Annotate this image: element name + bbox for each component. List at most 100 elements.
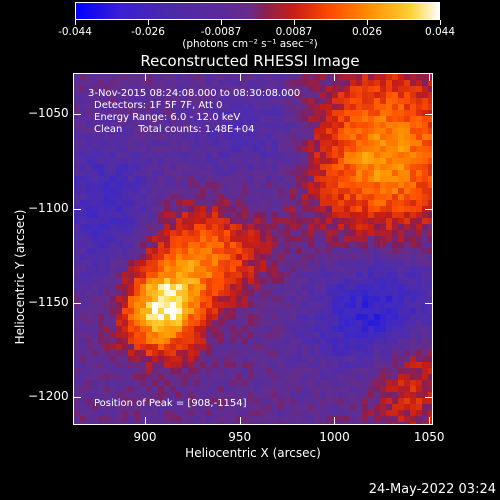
heatmap-cell (194, 272, 200, 278)
heatmap-cell (224, 158, 230, 164)
heatmap-cell (128, 308, 134, 314)
heatmap-cell (242, 128, 248, 134)
heatmap-cell (260, 176, 266, 182)
heatmap-cell (374, 236, 380, 242)
heatmap-cell (266, 296, 272, 302)
heatmap-cell (86, 86, 92, 92)
heatmap-cell (278, 410, 284, 416)
heatmap-cell (248, 356, 254, 362)
heatmap-cell (290, 128, 296, 134)
heatmap-cell (80, 260, 86, 266)
heatmap-cell (404, 134, 410, 140)
heatmap-cell (410, 260, 416, 266)
heatmap-cell (242, 152, 248, 158)
heatmap-cell (170, 302, 176, 308)
heatmap-cell (266, 380, 272, 386)
heatmap-cell (302, 122, 308, 128)
heatmap-cell (338, 284, 344, 290)
heatmap-cell (356, 212, 362, 218)
heatmap-cell (368, 224, 374, 230)
heatmap-cell (368, 98, 374, 104)
heatmap-cell (140, 248, 146, 254)
heatmap-cell (152, 374, 158, 380)
heatmap-cell (386, 416, 392, 422)
heatmap-cell (182, 380, 188, 386)
heatmap-cell (152, 104, 158, 110)
heatmap-cell (248, 410, 254, 416)
heatmap-cell (164, 338, 170, 344)
heatmap-cell (164, 290, 170, 296)
heatmap-cell (272, 224, 278, 230)
heatmap-cell (218, 194, 224, 200)
heatmap-cell (332, 206, 338, 212)
heatmap-cell (146, 242, 152, 248)
heatmap-cell (416, 314, 422, 320)
heatmap-cell (92, 224, 98, 230)
heatmap-cell (170, 422, 176, 424)
heatmap-cell (374, 254, 380, 260)
heatmap-cell (380, 338, 386, 344)
heatmap-cell (320, 116, 326, 122)
heatmap-cell (416, 392, 422, 398)
heatmap-cell (374, 176, 380, 182)
heatmap-cell (290, 344, 296, 350)
heatmap-cell (314, 398, 320, 404)
heatmap-cell (248, 278, 254, 284)
heatmap-cell (248, 332, 254, 338)
heatmap-cell (320, 374, 326, 380)
heatmap-cell (176, 266, 182, 272)
heatmap-cell (110, 194, 116, 200)
heatmap-cell (326, 254, 332, 260)
heatmap-cell (134, 104, 140, 110)
heatmap-cell (80, 266, 86, 272)
heatmap-cell (224, 152, 230, 158)
heatmap-cell (134, 230, 140, 236)
heatmap-cell (176, 314, 182, 320)
heatmap-cell (428, 158, 432, 164)
heatmap-cell (386, 224, 392, 230)
heatmap-cell (200, 422, 206, 424)
heatmap-cell (224, 362, 230, 368)
heatmap-cell (152, 122, 158, 128)
heatmap-cell (200, 410, 206, 416)
heatmap-cell (134, 350, 140, 356)
heatmap-cell (368, 404, 374, 410)
heatmap-cell (116, 272, 122, 278)
heatmap-cell (128, 194, 134, 200)
heatmap-cell (254, 182, 260, 188)
heatmap-cell (266, 410, 272, 416)
heatmap-cell (254, 122, 260, 128)
heatmap-cell (224, 230, 230, 236)
heatmap-cell (272, 164, 278, 170)
heatmap-cell (296, 314, 302, 320)
heatmap-cell (104, 422, 110, 424)
heatmap-cell (98, 320, 104, 326)
heatmap-cell (74, 380, 80, 386)
heatmap-cell (86, 296, 92, 302)
heatmap-cell (332, 248, 338, 254)
heatmap-cell (98, 242, 104, 248)
heatmap-cell (362, 122, 368, 128)
heatmap-cell (368, 104, 374, 110)
heatmap-cell (182, 80, 188, 86)
heatmap-cell (266, 176, 272, 182)
heatmap-cell (284, 218, 290, 224)
heatmap-cell (176, 86, 182, 92)
heatmap-cell (314, 278, 320, 284)
heatmap (74, 74, 432, 424)
heatmap-cell (272, 110, 278, 116)
heatmap-cell (164, 320, 170, 326)
heatmap-cell (344, 350, 350, 356)
heatmap-cell (290, 308, 296, 314)
heatmap-cell (320, 188, 326, 194)
heatmap-cell (356, 170, 362, 176)
heatmap-cell (110, 374, 116, 380)
heatmap-cell (404, 80, 410, 86)
heatmap-cell (92, 302, 98, 308)
heatmap-cell (338, 266, 344, 272)
heatmap-cell (146, 416, 152, 422)
heatmap-cell (272, 80, 278, 86)
heatmap-cell (398, 338, 404, 344)
heatmap-cell (128, 266, 134, 272)
heatmap-cell (398, 380, 404, 386)
